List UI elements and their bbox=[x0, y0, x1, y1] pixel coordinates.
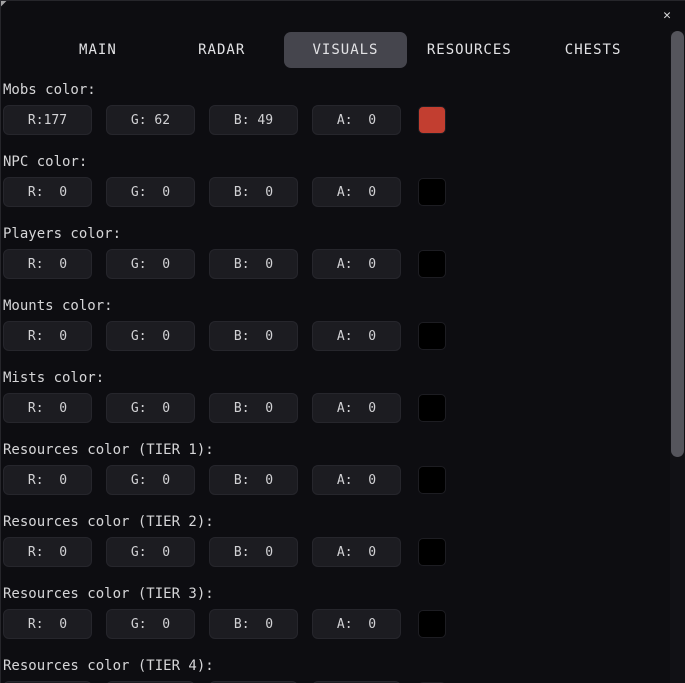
a-value-input[interactable]: A: 0 bbox=[312, 393, 401, 423]
color-setting-group: Resources color (TIER 2): R: 0 G: 0 B: 0… bbox=[3, 515, 685, 567]
a-value-input[interactable]: A: 0 bbox=[312, 537, 401, 567]
color-setting-group: Resources color (TIER 1): R: 0 G: 0 B: 0… bbox=[3, 443, 685, 495]
r-value-input[interactable]: R: 0 bbox=[3, 465, 92, 495]
color-group-label: Mobs color: bbox=[3, 82, 96, 98]
color-preview-swatch[interactable] bbox=[418, 322, 446, 350]
color-setting-group: NPC color: R: 0 G: 0 B: 0 A: 0 bbox=[3, 155, 685, 207]
tab-bar: MAIN RADAR VISUALS RESOURCES CHESTS bbox=[36, 31, 655, 68]
r-value-input[interactable]: R: 0 bbox=[3, 321, 92, 351]
scrollbar-track[interactable] bbox=[670, 31, 685, 683]
rgba-fields: R: 0 G: 0 B: 0 A: 0 bbox=[3, 249, 685, 279]
color-setting-group: Players color: R: 0 G: 0 B: 0 A: 0 bbox=[3, 227, 685, 279]
a-value-input[interactable]: A: 0 bbox=[312, 321, 401, 351]
color-group-label: NPC color: bbox=[3, 154, 88, 170]
r-value-input[interactable]: R: 0 bbox=[3, 537, 92, 567]
b-value-input[interactable]: B: 0 bbox=[209, 321, 298, 351]
titlebar: ✕ bbox=[1, 1, 685, 31]
color-preview-swatch[interactable] bbox=[418, 394, 446, 422]
g-value-input[interactable]: G: 0 bbox=[106, 537, 195, 567]
color-rows: Mobs color: R:177 G: 62 B: 49 A: 0 NPC c… bbox=[1, 68, 685, 683]
color-setting-group: Mobs color: R:177 G: 62 B: 49 A: 0 bbox=[3, 83, 685, 135]
rgba-fields: R: 0 G: 0 B: 0 A: 0 bbox=[3, 177, 685, 207]
color-group-label: Mists color: bbox=[3, 370, 105, 386]
color-group-label: Resources color (TIER 1): bbox=[3, 442, 214, 458]
tab-chests[interactable]: CHESTS bbox=[564, 41, 622, 58]
r-value-input[interactable]: R: 0 bbox=[3, 393, 92, 423]
g-value-input[interactable]: G: 0 bbox=[106, 177, 195, 207]
color-preview-swatch[interactable] bbox=[418, 466, 446, 494]
rgba-fields: R: 0 G: 0 B: 0 A: 0 bbox=[3, 393, 685, 423]
b-value-input[interactable]: B: 0 bbox=[209, 465, 298, 495]
tab-radar[interactable]: RADAR bbox=[198, 41, 246, 58]
rgba-fields: R: 0 G: 0 B: 0 A: 0 bbox=[3, 321, 685, 351]
tab-main[interactable]: MAIN bbox=[79, 41, 117, 58]
r-value-input[interactable]: R: 0 bbox=[3, 609, 92, 639]
r-value-input[interactable]: R: 0 bbox=[3, 177, 92, 207]
b-value-input[interactable]: B: 49 bbox=[209, 105, 298, 135]
color-group-label: Resources color (TIER 4): bbox=[3, 658, 214, 674]
color-group-label: Resources color (TIER 2): bbox=[3, 514, 214, 530]
color-setting-group: Mounts color: R: 0 G: 0 B: 0 A: 0 bbox=[3, 299, 685, 351]
g-value-input[interactable]: G: 62 bbox=[106, 105, 195, 135]
scrollbar-thumb[interactable] bbox=[671, 31, 684, 457]
tab-resources[interactable]: RESOURCES bbox=[426, 41, 512, 58]
a-value-input[interactable]: A: 0 bbox=[312, 177, 401, 207]
color-group-label: Resources color (TIER 3): bbox=[3, 586, 214, 602]
color-preview-swatch[interactable] bbox=[418, 178, 446, 206]
rgba-fields: R: 0 G: 0 B: 0 A: 0 bbox=[3, 465, 685, 495]
color-setting-group: Resources color (TIER 4): R: 0 G: 0 B: 0… bbox=[3, 659, 685, 683]
b-value-input[interactable]: B: 0 bbox=[209, 537, 298, 567]
b-value-input[interactable]: B: 0 bbox=[209, 249, 298, 279]
b-value-input[interactable]: B: 0 bbox=[209, 609, 298, 639]
color-preview-swatch[interactable] bbox=[418, 610, 446, 638]
color-group-label: Mounts color: bbox=[3, 298, 113, 314]
color-group-label: Players color: bbox=[3, 226, 122, 242]
rgba-fields: R: 0 G: 0 B: 0 A: 0 bbox=[3, 609, 685, 639]
color-preview-swatch[interactable] bbox=[418, 538, 446, 566]
color-preview-swatch[interactable] bbox=[418, 250, 446, 278]
a-value-input[interactable]: A: 0 bbox=[312, 249, 401, 279]
r-value-input[interactable]: R:177 bbox=[3, 105, 92, 135]
close-icon[interactable]: ✕ bbox=[663, 8, 671, 23]
b-value-input[interactable]: B: 0 bbox=[209, 177, 298, 207]
a-value-input[interactable]: A: 0 bbox=[312, 105, 401, 135]
color-setting-group: Mists color: R: 0 G: 0 B: 0 A: 0 bbox=[3, 371, 685, 423]
g-value-input[interactable]: G: 0 bbox=[106, 249, 195, 279]
g-value-input[interactable]: G: 0 bbox=[106, 393, 195, 423]
color-setting-group: Resources color (TIER 3): R: 0 G: 0 B: 0… bbox=[3, 587, 685, 639]
tab-visuals[interactable]: VISUALS bbox=[283, 31, 408, 68]
g-value-input[interactable]: G: 0 bbox=[106, 321, 195, 351]
a-value-input[interactable]: A: 0 bbox=[312, 609, 401, 639]
color-preview-swatch[interactable] bbox=[418, 106, 446, 134]
a-value-input[interactable]: A: 0 bbox=[312, 465, 401, 495]
b-value-input[interactable]: B: 0 bbox=[209, 393, 298, 423]
g-value-input[interactable]: G: 0 bbox=[106, 609, 195, 639]
r-value-input[interactable]: R: 0 bbox=[3, 249, 92, 279]
g-value-input[interactable]: G: 0 bbox=[106, 465, 195, 495]
rgba-fields: R:177 G: 62 B: 49 A: 0 bbox=[3, 105, 685, 135]
rgba-fields: R: 0 G: 0 B: 0 A: 0 bbox=[3, 537, 685, 567]
